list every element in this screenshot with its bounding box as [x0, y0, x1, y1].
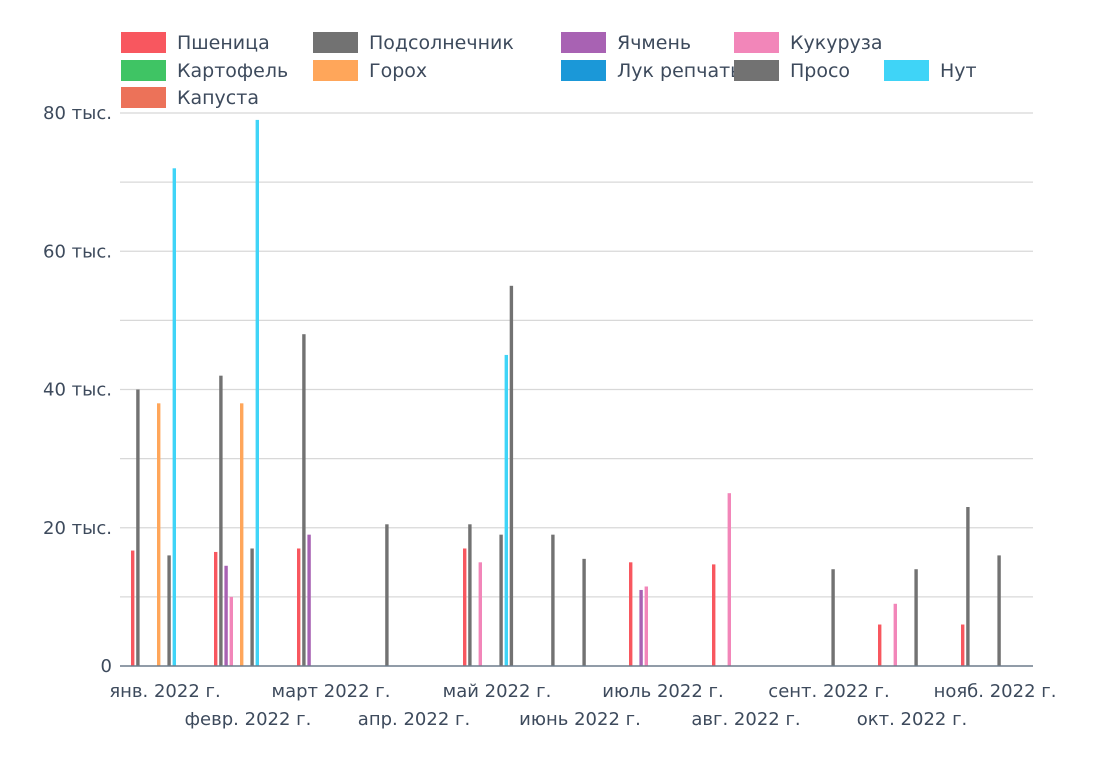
bar	[504, 354, 508, 666]
bar	[961, 624, 965, 666]
bar	[219, 375, 223, 666]
legend-swatch	[121, 87, 166, 108]
bar	[997, 555, 1001, 666]
legend-item[interactable]: Горох	[313, 60, 427, 82]
bars	[131, 119, 1001, 667]
bar	[214, 551, 218, 666]
x-axis-ticks: янв. 2022 г. февр. 2022 г. март 2022 г. апр…	[109, 681, 1056, 730]
bar	[966, 507, 970, 666]
grid-lines	[120, 112, 1033, 598]
legend-label: Нут	[940, 60, 977, 82]
legend-label: Пшеница	[177, 32, 270, 54]
legend-label: Подсолнечник	[369, 32, 514, 54]
legend-swatch	[561, 32, 606, 53]
legend-swatch	[884, 60, 929, 81]
y-tick-label: 40 тыс.	[43, 380, 112, 401]
bar	[172, 168, 176, 667]
bar	[712, 564, 716, 666]
bar	[463, 548, 467, 666]
bar	[639, 589, 643, 666]
bar	[167, 555, 171, 666]
legend-item[interactable]: Нут	[884, 60, 977, 82]
x-tick-label: окт. 2022 г.	[857, 709, 968, 730]
bar	[385, 524, 389, 666]
y-tick-label: 0	[101, 656, 112, 677]
bar	[229, 596, 233, 666]
x-tick-label: июль 2022 г.	[602, 681, 723, 702]
bar	[468, 524, 472, 666]
legend: Пшеница Подсолнечник Ячмень Кукуруза Картофе…	[121, 32, 977, 109]
legend-label: Лук репчатый	[617, 60, 758, 82]
x-tick-label: сент. 2022 г.	[768, 681, 889, 702]
legend-item[interactable]: Пшеница	[121, 32, 270, 54]
bar	[297, 548, 301, 666]
bar	[250, 548, 254, 666]
bar	[914, 569, 918, 666]
x-tick-label: май 2022 г.	[443, 681, 552, 702]
legend-item[interactable]: Кукуруза	[734, 32, 883, 54]
bar	[307, 534, 311, 666]
bar	[478, 562, 482, 666]
bar	[831, 569, 835, 666]
bar	[224, 565, 228, 666]
legend-swatch	[313, 60, 358, 81]
legend-item[interactable]: Ячмень	[561, 32, 691, 54]
bar	[629, 562, 633, 666]
bar	[878, 624, 882, 666]
bar	[509, 285, 514, 666]
x-tick-label: март 2022 г.	[272, 681, 391, 702]
x-tick-label: авг. 2022 г.	[691, 709, 800, 730]
legend-swatch	[561, 60, 606, 81]
legend-swatch	[121, 60, 166, 81]
x-tick-label: февр. 2022 г.	[185, 709, 312, 730]
legend-item[interactable]: Подсолнечник	[313, 32, 514, 54]
y-axis-ticks: 0 20 тыс. 40 тыс. 60 тыс. 80 тыс.	[43, 103, 112, 677]
legend-label: Капуста	[177, 87, 259, 109]
legend-label: Кукуруза	[790, 32, 883, 54]
bar	[131, 550, 135, 666]
x-tick-label: нояб. 2022 г.	[934, 681, 1057, 702]
bar	[240, 403, 244, 666]
bar	[727, 493, 731, 666]
legend-label: Горох	[369, 60, 427, 82]
legend-label: Просо	[790, 60, 850, 82]
bar	[255, 119, 259, 667]
bar	[893, 603, 897, 666]
bar	[136, 389, 140, 666]
legend-item[interactable]: Просо	[734, 60, 850, 82]
bar	[499, 534, 503, 666]
legend-swatch	[121, 32, 166, 53]
bar	[157, 403, 161, 666]
y-tick-label: 60 тыс.	[43, 241, 112, 262]
legend-item[interactable]: Капуста	[121, 87, 259, 109]
y-tick-label: 80 тыс.	[43, 103, 112, 124]
bar	[582, 558, 586, 666]
legend-item[interactable]: Картофель	[121, 60, 288, 82]
bar	[551, 534, 555, 666]
x-tick-label: июнь 2022 г.	[519, 709, 641, 730]
bar	[644, 586, 648, 666]
bar	[302, 334, 306, 666]
legend-label: Ячмень	[617, 32, 691, 54]
legend-swatch	[734, 32, 779, 53]
x-tick-label: янв. 2022 г.	[109, 681, 220, 702]
legend-swatch	[734, 60, 779, 81]
legend-label: Картофель	[177, 60, 288, 82]
legend-swatch	[313, 32, 358, 53]
y-tick-label: 20 тыс.	[43, 518, 112, 539]
legend-item[interactable]: Лук репчатый	[561, 60, 758, 82]
x-tick-label: апр. 2022 г.	[358, 709, 470, 730]
